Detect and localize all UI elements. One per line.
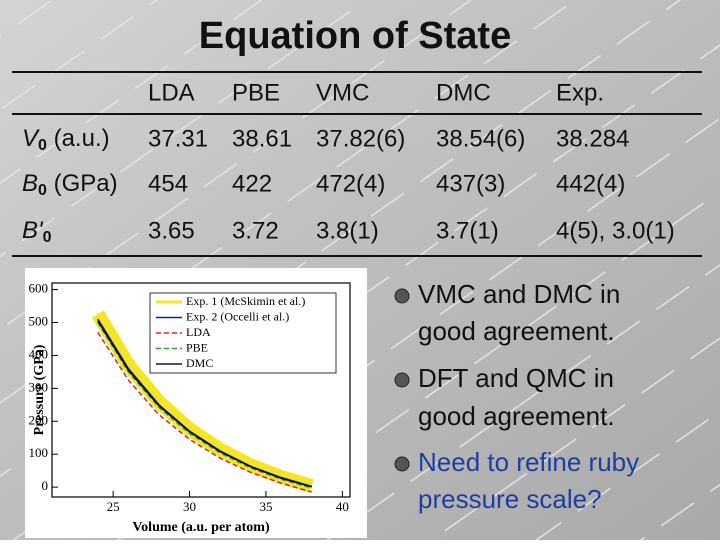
table-cell: 37.31 xyxy=(148,125,208,152)
y-tick-label: 400 xyxy=(29,346,49,361)
bullet-text: DFT and QMC in xyxy=(418,363,614,393)
table-cell: 454 xyxy=(148,170,188,197)
bullet-dot xyxy=(394,372,410,388)
table-cell: 38.284 xyxy=(556,125,629,152)
bullet-text: VMC and DMC in xyxy=(418,279,620,309)
plot-area xyxy=(91,310,314,493)
subscript: 0 xyxy=(43,229,52,246)
column-header: DMC xyxy=(436,79,491,106)
subscript: 0 xyxy=(38,137,47,154)
table-cell: 3.65 xyxy=(148,217,195,244)
bullet-dot xyxy=(394,456,410,472)
x-tick-label: 40 xyxy=(336,499,349,514)
column-header: LDA xyxy=(148,79,195,106)
bullet-text: good agreement. xyxy=(418,316,615,346)
symbol: B' xyxy=(22,217,44,244)
y-tick-label: 500 xyxy=(29,313,49,328)
table-cell: 437(3) xyxy=(436,170,505,197)
series-line xyxy=(97,320,313,488)
table-cell: 472(4) xyxy=(316,170,385,197)
legend-label: DMC xyxy=(186,356,213,370)
legend-label: Exp. 1 (McSkimin et al.) xyxy=(186,294,305,308)
bullet-text: Need to refine ruby xyxy=(418,447,639,477)
y-tick-label: 200 xyxy=(29,412,49,427)
series-line xyxy=(97,322,313,489)
row-label: B'0 xyxy=(22,217,52,246)
unit: (a.u.) xyxy=(54,125,110,152)
column-header: VMC xyxy=(316,79,369,106)
x-tick-label: 25 xyxy=(107,499,120,514)
table-cell: 442(4) xyxy=(556,170,625,197)
column-header: Exp. xyxy=(556,79,604,106)
slide-title: Equation of State xyxy=(199,15,511,57)
x-tick-label: 30 xyxy=(183,499,196,514)
y-tick-label: 600 xyxy=(29,281,49,296)
spacer xyxy=(47,125,54,152)
symbol: V xyxy=(22,125,40,152)
legend-label: PBE xyxy=(186,340,208,354)
plot-frame xyxy=(51,282,351,498)
unit: (GPa) xyxy=(54,170,118,197)
row-label: B0 (GPa) xyxy=(22,170,118,199)
y-tick-label: 0 xyxy=(42,478,49,493)
y-axis-label: Pressure (GPa) xyxy=(32,344,47,435)
y-tick-label: 100 xyxy=(29,445,49,460)
legend-label: Exp. 2 (Occelli et al.) xyxy=(186,309,289,323)
table-cell: 3.72 xyxy=(232,217,279,244)
legend-label: LDA xyxy=(186,325,211,339)
table-cell: 4(5), 3.0(1) xyxy=(556,217,675,244)
table-cell: 37.82(6) xyxy=(316,125,405,152)
series-line xyxy=(97,331,313,493)
table-cell: 38.61 xyxy=(232,125,292,152)
bullet-text: good agreement. xyxy=(418,401,615,431)
table-cell: 38.54(6) xyxy=(436,125,525,152)
table-cell: 422 xyxy=(232,170,272,197)
symbol: B xyxy=(22,170,38,197)
table-cell: 3.7(1) xyxy=(436,217,499,244)
x-axis-label: Volume (a.u. per atom) xyxy=(132,520,270,535)
column-header: PBE xyxy=(232,79,280,106)
bullet-text: pressure scale? xyxy=(418,484,602,514)
bullet-dot xyxy=(394,288,410,304)
row-label: V0 (a.u.) xyxy=(22,125,110,154)
subscript: 0 xyxy=(38,182,47,199)
y-tick-label: 300 xyxy=(29,379,49,394)
table-cell: 3.8(1) xyxy=(316,217,379,244)
x-tick-label: 35 xyxy=(259,499,272,514)
spacer xyxy=(47,170,54,197)
